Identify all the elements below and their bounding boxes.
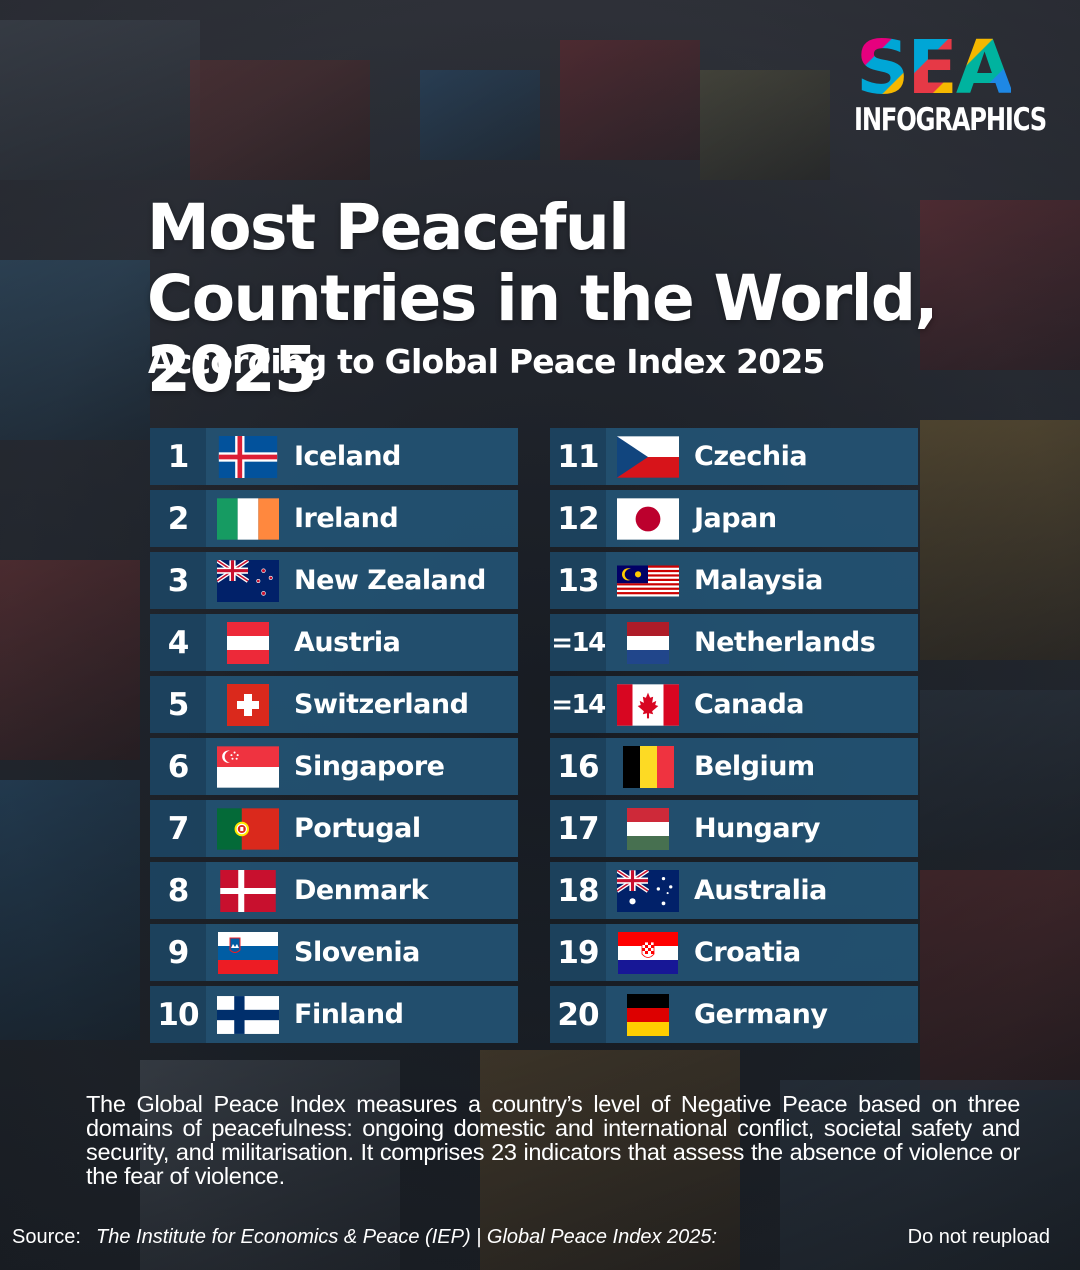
iceland-flag-icon (217, 435, 279, 478)
ranking-row: 6 Singapore (150, 738, 518, 795)
ranking-row: 3 New Zealand (150, 552, 518, 609)
rank-number: 16 (550, 738, 606, 795)
rank-number: =14 (550, 614, 606, 671)
rank-number: 7 (150, 800, 206, 857)
country-name: Iceland (294, 441, 401, 472)
country-name: Singapore (294, 751, 445, 782)
logo-brand: SEA (856, 25, 1013, 111)
ranking-row: 2 Ireland (150, 490, 518, 547)
finland-flag-icon (217, 994, 279, 1036)
hungary-flag-icon (617, 807, 679, 850)
rank-number: =14 (550, 676, 606, 733)
rank-number: 18 (550, 862, 606, 919)
portugal-flag-icon (217, 807, 279, 850)
country-name: Austria (294, 627, 401, 658)
czechia-flag-icon (617, 435, 679, 478)
page-subtitle: According to Global Peace Index 2025 (148, 342, 826, 381)
ranking-row: 18 Australia (550, 862, 918, 919)
country-name: Slovenia (294, 937, 420, 968)
description-text: The Global Peace Index measures a countr… (86, 1091, 1020, 1189)
rank-number: 4 (150, 614, 206, 671)
country-name: Australia (694, 875, 827, 906)
japan-flag-icon (617, 497, 679, 540)
ranking-row: 17 Hungary (550, 800, 918, 857)
ranking-row: 1 Iceland (150, 428, 518, 485)
rank-number: 17 (550, 800, 606, 857)
rank-number: 13 (550, 552, 606, 609)
ranking-row: =14 Netherlands (550, 614, 918, 671)
sea-infographics-logo: SEA INFOGRAPHICS (852, 25, 1047, 143)
switzerland-flag-icon (217, 683, 279, 726)
rank-number: 3 (150, 552, 206, 609)
denmark-flag-icon (217, 869, 279, 912)
slovenia-flag-icon (217, 931, 279, 974)
rank-number: 8 (150, 862, 206, 919)
ranking-row: =14 Canada (550, 676, 918, 733)
page-title: Most Peaceful Countries in the World, 20… (147, 191, 938, 406)
ranking-row: 5 Switzerland (150, 676, 518, 733)
netherlands-flag-icon (617, 621, 679, 664)
malaysia-flag-icon (617, 560, 679, 602)
ranking-row: 9 Slovenia (150, 924, 518, 981)
rank-number: 11 (550, 428, 606, 485)
canada-flag-icon (617, 683, 679, 726)
ranking-row: 12 Japan (550, 490, 918, 547)
country-name: Belgium (694, 751, 815, 782)
rank-number: 19 (550, 924, 606, 981)
ranking-row: 11 Czechia (550, 428, 918, 485)
country-name: New Zealand (294, 565, 486, 596)
rank-number: 1 (150, 428, 206, 485)
rank-number: 12 (550, 490, 606, 547)
country-name: Switzerland (294, 689, 469, 720)
country-name: Japan (694, 503, 777, 534)
country-name: Czechia (694, 441, 808, 472)
ranking-row: 7 Portugal (150, 800, 518, 857)
austria-flag-icon (217, 621, 279, 664)
country-name: Malaysia (694, 565, 823, 596)
source-citation: The Institute for Economics & Peace (IEP… (96, 1226, 718, 1248)
rank-number: 5 (150, 676, 206, 733)
ranking-row: 20 Germany (550, 986, 918, 1043)
australia-flag-icon (617, 869, 679, 912)
rank-number: 6 (150, 738, 206, 795)
ireland-flag-icon (217, 497, 279, 540)
germany-flag-icon (617, 993, 679, 1036)
rank-number: 20 (550, 986, 606, 1043)
country-name: Canada (694, 689, 805, 720)
country-name: Portugal (294, 813, 421, 844)
country-name: Hungary (694, 813, 821, 844)
belgium-flag-icon (617, 745, 679, 788)
source-label: Source: (12, 1226, 81, 1248)
country-name: Germany (694, 999, 828, 1030)
ranking-row: 4 Austria (150, 614, 518, 671)
ranking-row: 13 Malaysia (550, 552, 918, 609)
rank-number: 9 (150, 924, 206, 981)
ranking-row: 8 Denmark (150, 862, 518, 919)
country-name: Finland (294, 999, 404, 1030)
ranking-row: 19 Croatia (550, 924, 918, 981)
singapore-flag-icon (217, 745, 279, 788)
ranking-row: 10 Finland (150, 986, 518, 1043)
reupload-notice: Do not reupload (907, 1226, 1050, 1248)
rank-number: 2 (150, 490, 206, 547)
rank-number: 10 (150, 986, 206, 1043)
new-zealand-flag-icon (217, 559, 279, 602)
ranking-row: 16 Belgium (550, 738, 918, 795)
logo-subtext: INFOGRAPHICS (854, 102, 1047, 138)
country-name: Ireland (294, 503, 399, 534)
country-name: Netherlands (694, 627, 876, 658)
country-name: Croatia (694, 937, 801, 968)
croatia-flag-icon (617, 931, 679, 974)
country-name: Denmark (294, 875, 429, 906)
